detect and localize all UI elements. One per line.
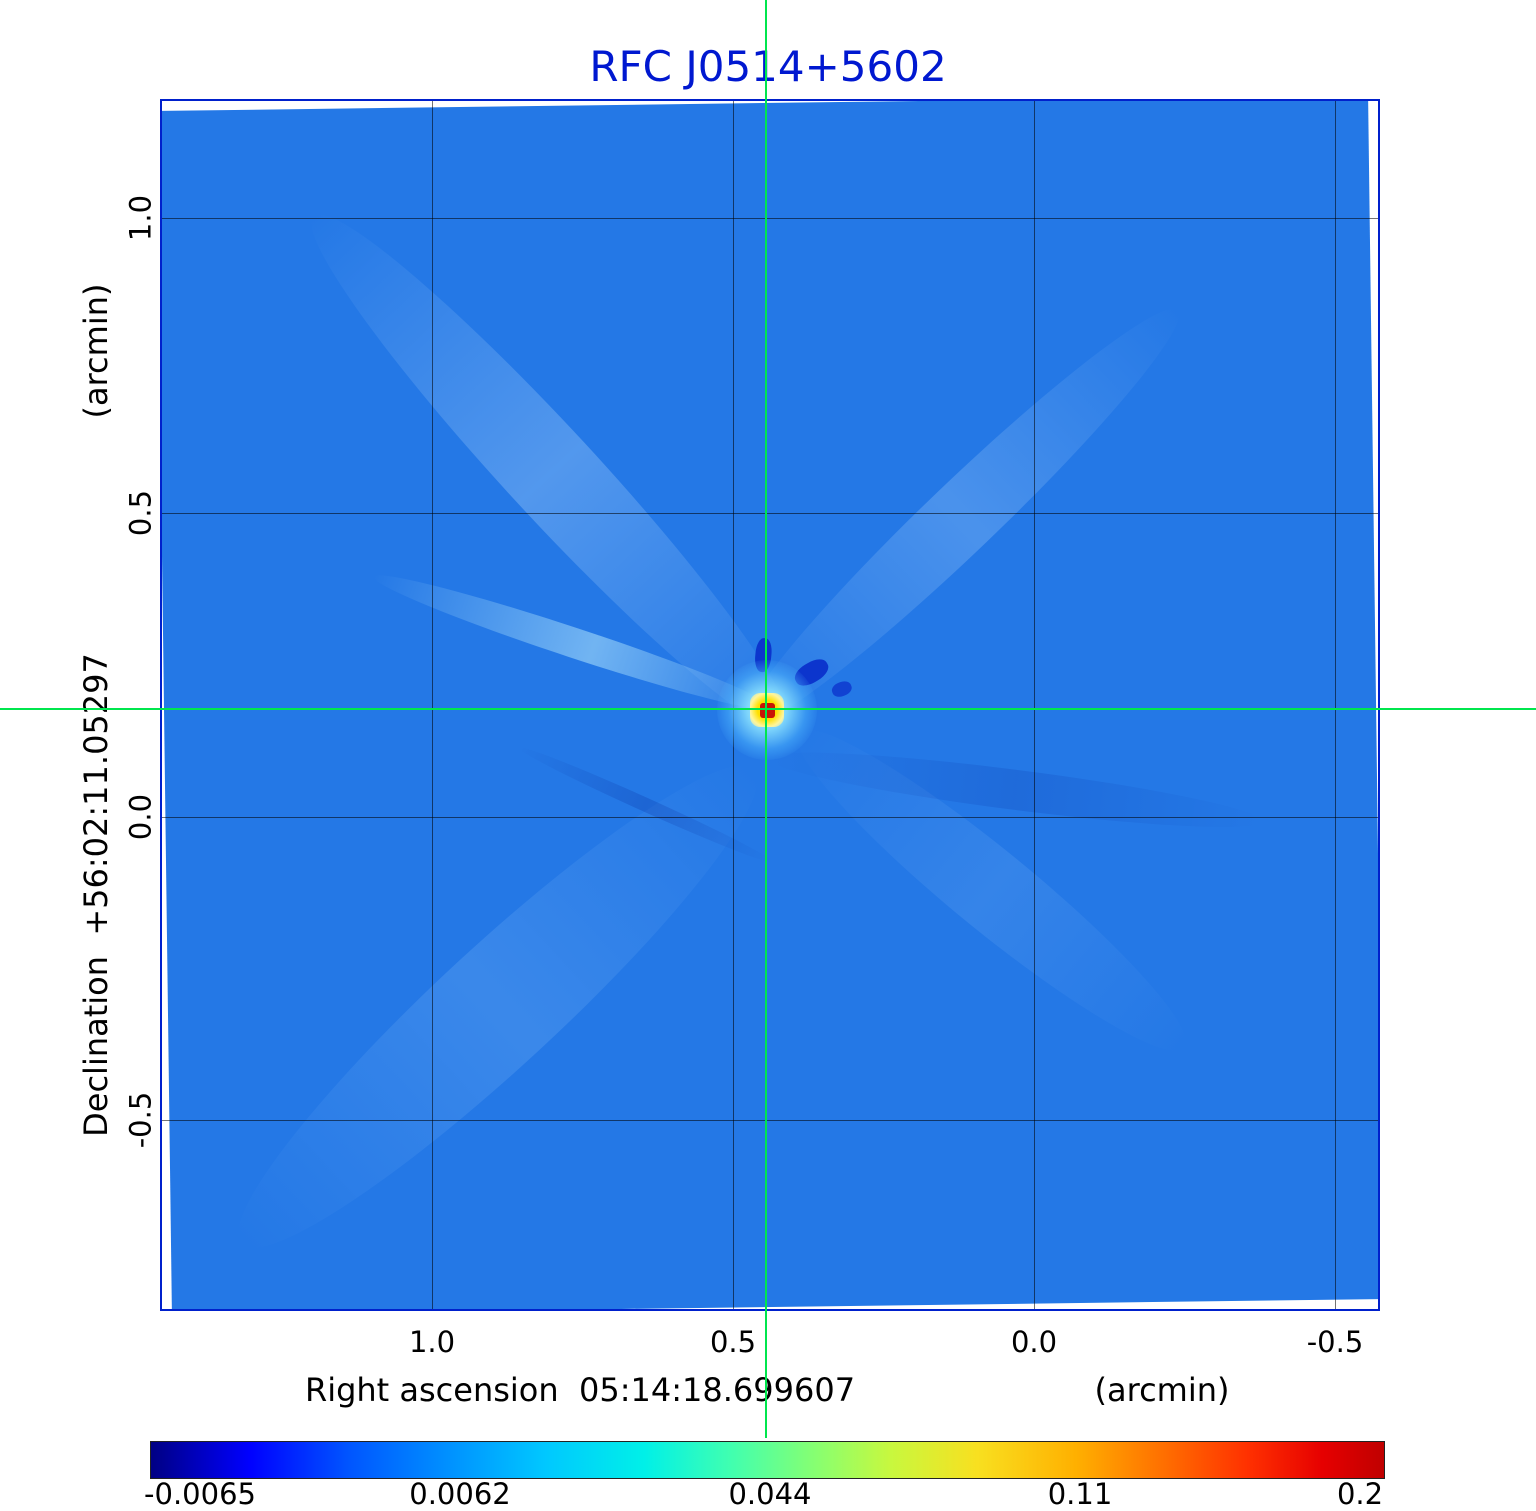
grid-line-vertical	[1034, 101, 1035, 1309]
y-axis-unit-label: (arcmin)	[77, 283, 115, 419]
colorbar-tick-label: 0.044	[728, 1477, 812, 1511]
colorbar-tick-label: 0.2	[1336, 1477, 1384, 1511]
negative-sidelobe-spot	[829, 678, 854, 700]
y-tick-label: 1.0	[123, 194, 158, 242]
grid-line-horizontal	[162, 817, 1378, 818]
source-core	[760, 703, 775, 718]
grid-line-horizontal	[162, 218, 1378, 219]
x-tick-label: -0.5	[1306, 1325, 1364, 1359]
colorbar-tick-label: 0.11	[1047, 1477, 1113, 1511]
crosshair-horizontal-line	[0, 708, 1536, 710]
figure-title: RFC J0514+5602	[589, 42, 947, 91]
x-axis-unit-label: (arcmin)	[1094, 1371, 1230, 1409]
x-axis-title: Right ascension 05:14:18.699607	[304, 1371, 856, 1409]
grid-line-vertical	[1335, 101, 1336, 1309]
y-tick-label: 0.5	[123, 489, 158, 537]
colorbar	[150, 1441, 1385, 1479]
grid-line-horizontal	[162, 513, 1378, 514]
sidelobe-streak	[200, 724, 796, 1289]
colorbar-tick-label: 0.0062	[409, 1477, 511, 1511]
x-tick-label: 0.0	[1010, 1325, 1058, 1359]
x-tick-label: 0.5	[709, 1325, 757, 1359]
y-tick-label: -0.5	[123, 1091, 158, 1149]
colorbar-tick-label: -0.0065	[144, 1477, 256, 1511]
y-tick-label: 0.0	[123, 793, 158, 841]
grid-line-horizontal	[162, 1120, 1378, 1121]
grid-line-vertical	[432, 101, 433, 1309]
y-axis-title: Declination +56:02:11.05297	[77, 653, 115, 1137]
x-tick-label: 1.0	[408, 1325, 456, 1359]
crosshair-vertical-line	[765, 0, 767, 1438]
